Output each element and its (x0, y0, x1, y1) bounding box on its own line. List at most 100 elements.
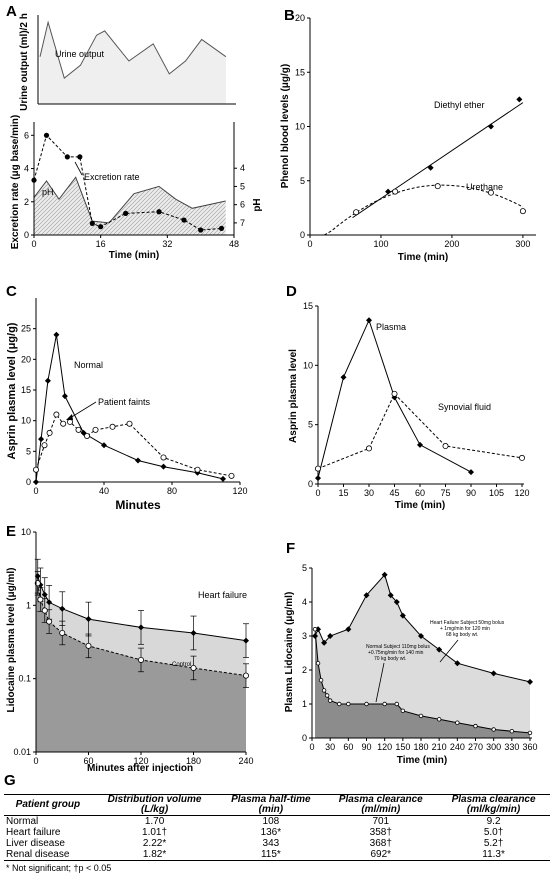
plasma-points (315, 317, 474, 482)
normal-subject-point (318, 678, 324, 683)
x-tick-label: 0 (315, 488, 320, 498)
cell: Heart failure (6, 827, 61, 838)
plasma-point (417, 441, 423, 448)
y-tick-label: 0 (24, 230, 29, 240)
table-footnote: * Not significant; †p < 0.05 (6, 863, 112, 873)
a-excretion-label: Excretion rate (84, 172, 140, 182)
y-tick-label: 4 (240, 163, 245, 173)
y-tick-label: 2 (302, 665, 307, 675)
patient-faints-points (33, 411, 235, 479)
panel-label-d: D (286, 283, 297, 300)
urethane-point (353, 209, 360, 216)
panel-label-f: F (286, 540, 295, 557)
patient-faints-point (126, 420, 133, 427)
cell: 343 (262, 838, 280, 849)
y-tick-label: 6 (24, 130, 29, 140)
diethyl-ether-points (353, 96, 523, 216)
x-tick-label: 180 (186, 756, 201, 766)
normal-subject-points (312, 627, 533, 736)
control-point (137, 656, 144, 663)
y-tick-label: 1 (302, 699, 307, 709)
y-tick-label: 6 (240, 200, 245, 210)
x-tick-label: 120 (377, 742, 392, 752)
patient-faints-point (109, 423, 116, 430)
heart-failure-subject-point (363, 592, 370, 599)
x-tick-label: 0 (33, 486, 38, 496)
header-distribution-volume: Distribution volume (L/kg) (107, 794, 202, 815)
x-tick-label: 120 (514, 488, 529, 498)
patient-faints-point (67, 418, 74, 425)
x-tick-label: 120 (133, 756, 148, 766)
f-hf-note-1: Heart Failure Subject 50mg bolus (430, 620, 505, 626)
f-x-ticks: 0 30 60 90 120 150 180 210 240 270 300 330 360 (309, 738, 538, 752)
normal-point (38, 436, 45, 443)
x-tick-label: 30 (364, 488, 374, 498)
f-y-ticks: 0 1 2 3 4 5 (302, 563, 312, 743)
x-tick-label: 180 (413, 742, 428, 752)
panel-label-a: A (6, 3, 17, 20)
normal-point (135, 457, 141, 464)
control-point (46, 618, 53, 625)
patient-faints-point (60, 420, 67, 427)
y-tick-label: 10 (303, 360, 313, 370)
plasma-line (317, 318, 472, 479)
panel-label-c: C (6, 283, 17, 300)
x-tick-label: 0 (307, 239, 312, 249)
synovial-fluid-points (314, 390, 526, 472)
normal-subject-point (315, 661, 321, 666)
f-hf-note-2: + 1mg/min for 120 min (440, 626, 490, 632)
y-tick-label: 0 (302, 733, 307, 743)
excretion-point (77, 154, 83, 160)
urine-output-line (39, 20, 227, 80)
heart-failure-point (190, 629, 197, 636)
normal-point (44, 377, 51, 384)
ph-line (33, 176, 226, 224)
cell: 5.2† (483, 838, 504, 849)
y-tick-label: 10 (21, 527, 31, 537)
d-y-ticks: 0 5 10 15 (303, 301, 318, 489)
y-tick-label: 15 (303, 301, 313, 311)
y-tick-label: 5 (302, 563, 307, 573)
excretion-point (98, 224, 104, 230)
table-row: Liver disease 2.22* 343 368† 5.2† (4, 838, 550, 849)
urethane-point (434, 183, 441, 190)
heart-failure-point (59, 605, 66, 612)
c-x-ticks: 0 40 80 120 (33, 482, 248, 496)
normal-point (61, 393, 68, 400)
normal-subject-point (418, 713, 424, 719)
panel-f: 0 30 60 90 120 150 180 210 240 270 300 330 360 0 1 2 3 4… (284, 563, 538, 766)
y-tick-label: 0 (308, 479, 313, 489)
heart-failure-subject-point (490, 670, 497, 677)
diethyl-ether-point (487, 123, 494, 130)
normal-subject-point (400, 708, 406, 713)
panel-c: 0 40 80 120 0 5 10 15 20 25 Normal Patient faint… (6, 298, 248, 512)
y-tick-label: 0 (26, 477, 31, 487)
diethyl-ether-point (427, 164, 434, 171)
excretion-point (181, 217, 187, 223)
control-point (41, 607, 48, 614)
heart-failure-subject-point (399, 612, 406, 619)
normal-line (35, 334, 224, 483)
normal-point (220, 475, 226, 482)
x-tick-label: 240 (238, 756, 253, 766)
x-tick-label: 90 (466, 488, 476, 498)
x-tick-label: 120 (232, 486, 247, 496)
x-tick-label: 75 (440, 488, 450, 498)
x-tick-label: 300 (486, 742, 501, 752)
x-tick-label: 360 (522, 742, 537, 752)
x-tick-label: 240 (450, 742, 465, 752)
plasma-point (315, 475, 321, 482)
y-tick-label: 7 (240, 218, 245, 228)
table-row: Heart failure 1.01† 136* 358† 5.0† (4, 827, 550, 838)
heart-failure-point (85, 616, 92, 623)
normal-subject-point (337, 701, 342, 707)
b-x-label: Time (min) (398, 252, 448, 263)
header-plasma-clearance-ml-min: Plasma clearance (ml/min) (338, 794, 423, 815)
x-tick-label: 90 (361, 742, 371, 752)
y-tick-label: 15 (21, 385, 31, 395)
y-tick-label: 4 (24, 164, 29, 174)
normal-point (33, 479, 39, 485)
cell: 701 (372, 816, 390, 827)
urethane-point (519, 208, 526, 215)
b-x-ticks: 0 100 200 300 (307, 235, 530, 249)
